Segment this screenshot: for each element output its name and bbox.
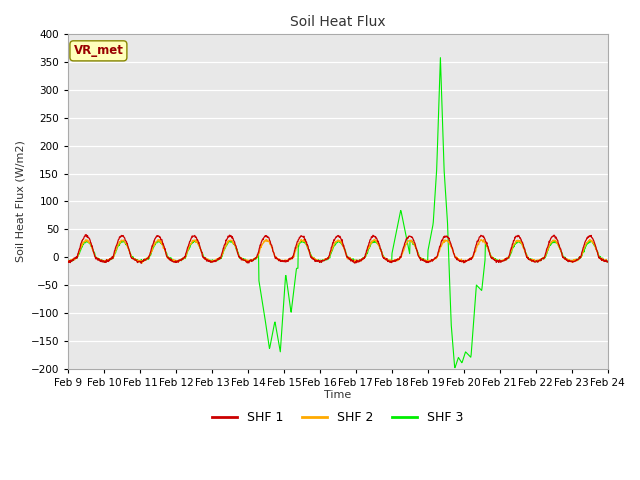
Text: VR_met: VR_met	[74, 44, 124, 57]
X-axis label: Time: Time	[324, 390, 351, 400]
Title: Soil Heat Flux: Soil Heat Flux	[290, 15, 386, 29]
Legend: SHF 1, SHF 2, SHF 3: SHF 1, SHF 2, SHF 3	[207, 406, 468, 429]
Y-axis label: Soil Heat Flux (W/m2): Soil Heat Flux (W/m2)	[15, 141, 25, 263]
